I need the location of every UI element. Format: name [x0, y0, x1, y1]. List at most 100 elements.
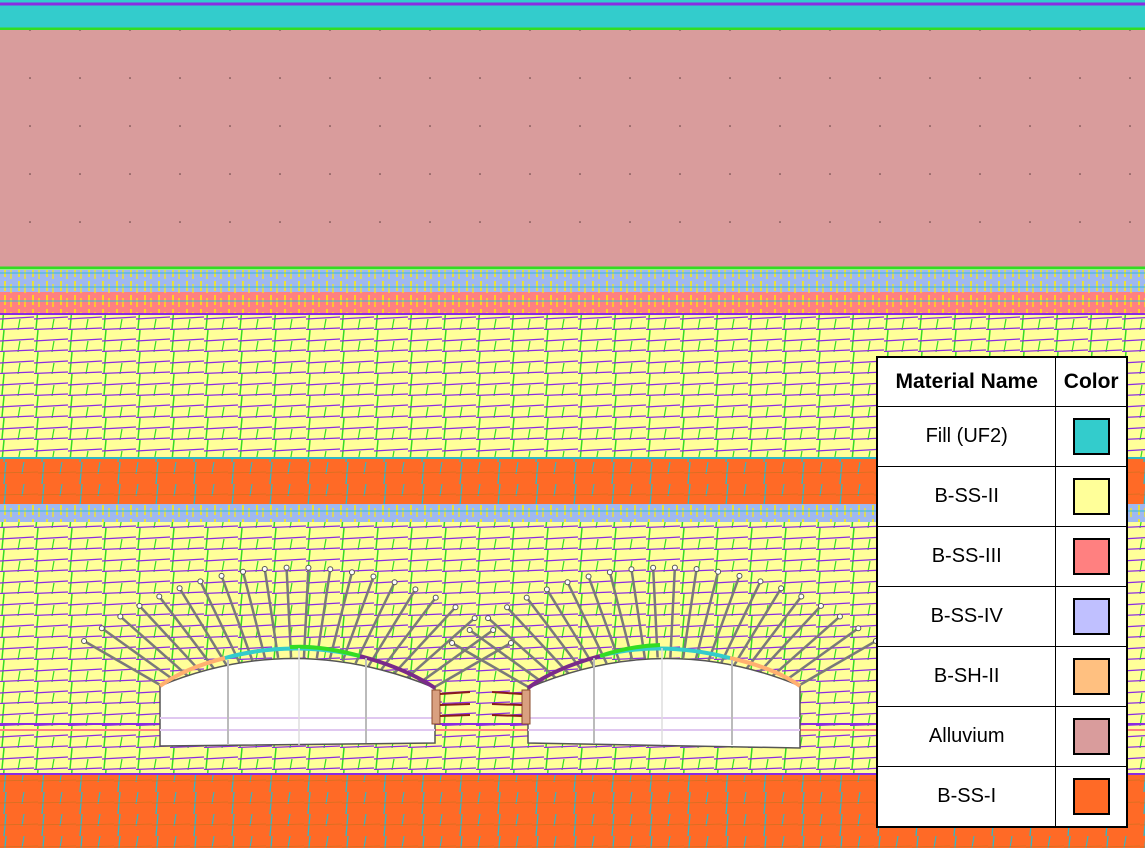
bolt-end — [606, 569, 613, 576]
rock-bolt — [367, 588, 417, 667]
rock-bolt — [468, 629, 544, 684]
rock-bolt — [83, 639, 163, 688]
bolt-end — [412, 586, 419, 593]
material-color-swatch — [1072, 418, 1110, 455]
bolt-end — [117, 613, 124, 620]
rock-bolts — [81, 564, 879, 690]
bolt-end — [650, 564, 657, 571]
bolt-end — [523, 594, 530, 601]
bolt-end — [671, 564, 678, 571]
bolt-end — [855, 625, 862, 632]
rock-bolt — [315, 569, 332, 659]
legend-row: Fill (UF2) — [876, 406, 1128, 467]
bolt-end — [156, 593, 163, 600]
rock-bolt — [380, 596, 437, 671]
bolt-end — [176, 585, 183, 592]
bolt-end — [798, 593, 805, 600]
rock-bolt — [681, 568, 698, 659]
bolt-end — [98, 625, 105, 632]
material-name: B-SS-III — [876, 526, 1057, 587]
bolt-end — [564, 579, 571, 586]
rock-bolt — [285, 567, 293, 658]
bolt-end — [449, 640, 456, 646]
bolt-end — [715, 568, 722, 575]
bolt-end — [466, 627, 473, 634]
bolt-end — [370, 573, 377, 580]
header-material-name: Material Name — [876, 356, 1057, 407]
bolt-end — [452, 604, 459, 611]
material-color-swatch — [1072, 538, 1110, 575]
rock-bolt — [220, 575, 254, 661]
bolt-end — [283, 564, 290, 571]
rock-bolt — [630, 569, 647, 659]
rock-bolt — [784, 627, 860, 682]
rock-bolt — [506, 606, 570, 675]
rock-bolt — [694, 571, 720, 660]
rock-bolt — [119, 615, 189, 677]
bolt-end — [218, 572, 225, 579]
tunnel-right — [526, 643, 802, 749]
bolt-end — [240, 568, 247, 575]
bolt-end — [507, 640, 514, 646]
material-name: B-SS-IV — [876, 586, 1057, 647]
bolt-end — [485, 615, 492, 622]
legend-row: B-SH-II — [876, 646, 1128, 707]
legend-row: Alluvium — [876, 706, 1128, 767]
rock-bolt — [487, 617, 557, 679]
rock-bolt — [101, 627, 176, 682]
legend-row: B-SS-IV — [876, 586, 1128, 647]
material-name: B-SS-II — [876, 466, 1057, 527]
rock-bolt — [451, 641, 531, 690]
legend-header-row: Material Name Color — [876, 356, 1128, 407]
bolt-end — [757, 578, 764, 585]
rock-bolt — [354, 581, 396, 664]
rock-bolt — [199, 580, 241, 664]
rock-bolt — [302, 567, 310, 658]
bolt-end — [471, 615, 478, 622]
legend-row: B-SS-II — [876, 466, 1128, 527]
rock-bolt — [587, 576, 621, 662]
material-name: B-SH-II — [876, 646, 1057, 707]
rock-bolt — [720, 580, 762, 664]
bolt-end — [543, 586, 550, 593]
bolt-end — [778, 585, 785, 592]
material-name: Fill (UF2) — [876, 406, 1057, 467]
material-color-swatch — [1072, 478, 1110, 515]
material-color-swatch — [1072, 778, 1110, 815]
rock-bolt — [138, 605, 202, 673]
material-name: B-SS-I — [876, 766, 1057, 828]
bolt-end — [490, 627, 497, 634]
rock-bolt — [393, 606, 457, 675]
rock-bolt — [745, 595, 803, 669]
bolt-end — [836, 613, 843, 620]
rock-bolt — [771, 615, 841, 677]
bolt-end — [585, 573, 592, 580]
bolt-end — [817, 602, 824, 609]
bolt-end — [305, 564, 312, 571]
bolt-end — [391, 579, 398, 586]
rock-bolt — [341, 576, 375, 662]
material-color-swatch — [1072, 598, 1110, 635]
rock-bolt — [263, 568, 280, 659]
rock-bolt — [608, 571, 634, 660]
legend-row: B-SS-III — [876, 526, 1128, 587]
bolt-end — [628, 566, 635, 573]
rock-bolt — [545, 588, 595, 667]
rock-bolt — [707, 575, 741, 661]
tunnel-left — [158, 644, 437, 747]
rock-bolt — [241, 571, 267, 660]
legend-row: B-SS-I — [876, 766, 1128, 828]
bolt-end — [348, 569, 355, 576]
rock-bolt — [797, 639, 877, 688]
bolt-end — [81, 638, 88, 644]
bolt-end — [327, 566, 334, 573]
rock-bolt — [328, 571, 354, 660]
material-color-swatch — [1072, 658, 1110, 695]
material-color-swatch — [1072, 718, 1110, 755]
material-name: Alluvium — [876, 706, 1057, 767]
rock-bolt — [566, 581, 608, 664]
bolt-end — [197, 578, 204, 585]
rock-bolt — [178, 587, 228, 666]
bolt-end — [432, 594, 439, 601]
rock-bolt — [669, 567, 677, 658]
